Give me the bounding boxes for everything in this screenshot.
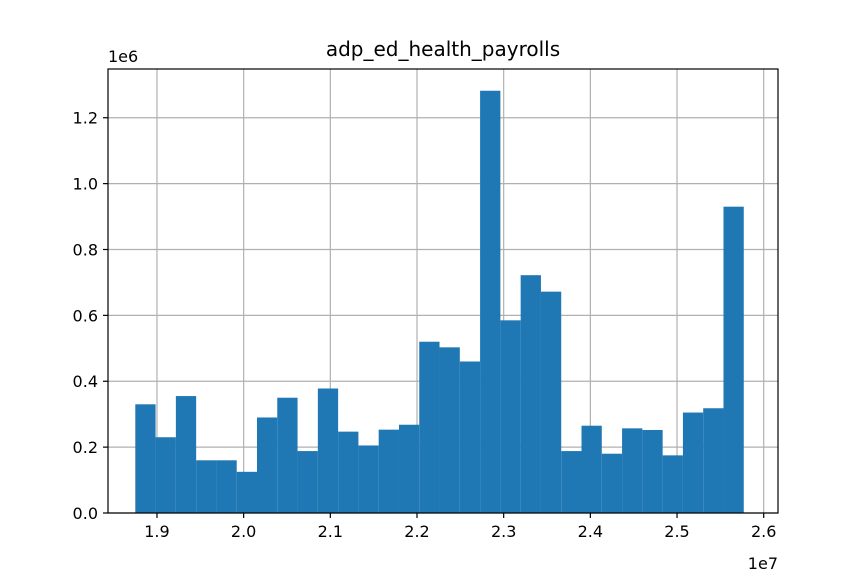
y-tick-label: 1.2 [73,109,98,128]
histogram-bar [540,291,562,513]
histogram-bar [622,428,643,513]
histogram-bar [723,206,744,514]
histogram-bar [520,275,541,513]
histogram-bar [500,320,521,513]
chart-title: adp_ed_health_payrolls [326,37,560,61]
bars-layer [135,90,744,514]
y-offset-label: 1e6 [108,47,138,66]
histogram-bar [317,388,339,513]
histogram-bar [216,460,237,513]
histogram-bar [338,431,359,513]
histogram-bar [480,90,501,514]
histogram-bar [642,429,663,513]
y-tick-label: 0.4 [73,372,98,391]
histogram-bar [297,451,318,513]
histogram-bar [682,412,704,513]
histogram-bar [601,453,623,513]
ticks-layer: 1.9 2.0 2.1 2.2 2.3 2.4 2.5 2.6 0.0 0.2 0.4 0.6 0.8 1… [73,109,777,541]
histogram-bar [155,437,176,513]
grid-layer [108,69,778,514]
histogram-bar [398,424,420,513]
histogram-bar [419,341,440,513]
histogram-bar [439,347,460,513]
y-tick-label: 0.6 [73,306,98,325]
histogram-bar [703,408,724,513]
histogram-bar [581,425,602,513]
y-tick-label: 0.0 [73,504,98,523]
y-tick-label: 1.0 [73,175,98,194]
y-tick-label: 0.8 [73,240,98,259]
x-tick-label: 2.6 [751,522,776,541]
y-tick-label: 0.2 [73,438,98,457]
histogram-bar [135,404,156,513]
histogram-bar [561,451,582,513]
histogram-bar [662,455,683,513]
x-tick-label: 2.4 [578,522,603,541]
plot-frame [107,68,779,514]
histogram-bar [196,460,217,513]
x-tick-label: 2.0 [231,522,256,541]
histogram-bar [459,361,481,513]
histogram-bar [378,429,399,513]
histogram-bar [236,471,257,513]
histogram-bar [277,397,298,513]
histogram-bar [256,417,278,513]
x-tick-label: 2.3 [491,522,516,541]
x-tick-label: 2.2 [404,522,429,541]
x-offset-label: 1e7 [748,554,778,573]
histogram-bar [175,396,197,513]
histogram-bar [358,445,379,513]
x-tick-label: 1.9 [144,522,169,541]
x-tick-label: 2.1 [318,522,343,541]
x-tick-label: 2.5 [664,522,689,541]
